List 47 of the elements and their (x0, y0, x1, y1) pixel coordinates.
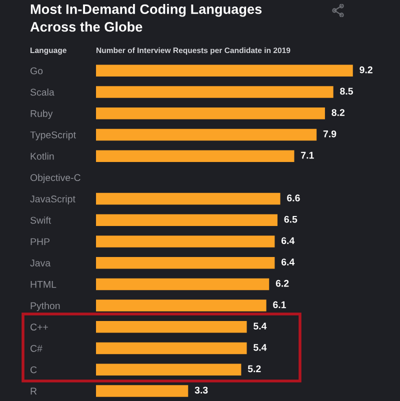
bar (96, 385, 188, 397)
data-label: 6.4 (281, 237, 295, 244)
bar (96, 128, 317, 141)
bar (96, 192, 280, 205)
data-label: 5.2 (248, 365, 261, 372)
data-label: 5.4 (254, 322, 267, 330)
y-tick-label: Ruby (30, 110, 53, 119)
bar (96, 86, 334, 98)
y-tick-label: PHP (30, 238, 50, 246)
y-tick-label: R (30, 388, 37, 394)
chart-title: Most In-Demand Coding Languages Across the Globe (30, 4, 262, 32)
data-label: 7.1 (301, 152, 314, 159)
bar (96, 342, 247, 354)
bar (96, 364, 242, 376)
data-label: 6.2 (276, 280, 289, 287)
bar (96, 150, 294, 162)
data-label: 6.4 (281, 258, 295, 266)
bar (96, 214, 278, 226)
y-tick-label: Go (30, 67, 43, 74)
y-tick-label: TypeScript (30, 131, 76, 140)
data-label: 6.6 (287, 194, 300, 202)
y-tick-label: Objective-C (30, 174, 80, 183)
y-tick-label: Java (30, 260, 51, 266)
y-tick-label: C (30, 366, 37, 374)
data-label: 6.5 (284, 216, 298, 223)
data-label: 5.4 (254, 344, 267, 351)
data-label: 7.9 (323, 130, 336, 138)
data-label: 6.1 (273, 301, 286, 308)
y-tick-label: Python (30, 302, 60, 312)
y-tick-label: Swift (30, 216, 52, 224)
y-tick-label: Kotlin (30, 152, 54, 160)
y-tick-label: Scala (30, 88, 54, 96)
y-tick-label: HTML (30, 281, 56, 288)
y-tick-label: JavaScript (30, 195, 76, 204)
data-label: 8.5 (340, 88, 353, 95)
data-label: 8.2 (332, 109, 345, 116)
bar (96, 256, 275, 269)
y-tick-label: C++ (30, 324, 48, 331)
bar (96, 321, 247, 333)
bar (96, 108, 325, 120)
bar (96, 236, 275, 248)
bar (96, 64, 353, 77)
y-tick-label: C# (30, 344, 42, 352)
bar (96, 278, 270, 290)
bar (96, 300, 266, 312)
data-label: 3.3 (194, 386, 208, 394)
data-label: 9.2 (360, 66, 372, 74)
